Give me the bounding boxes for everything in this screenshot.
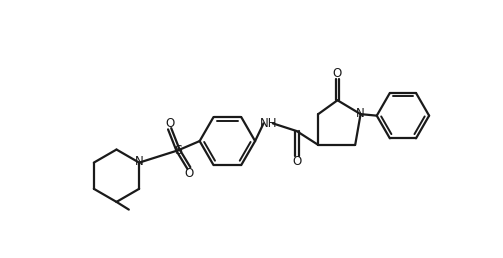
Text: O: O	[184, 167, 194, 180]
Text: S: S	[174, 144, 182, 157]
Text: O: O	[333, 67, 342, 80]
Text: N: N	[135, 155, 143, 168]
Text: O: O	[292, 155, 301, 168]
Text: O: O	[165, 117, 174, 130]
Text: NH: NH	[260, 117, 277, 130]
Text: N: N	[356, 107, 365, 120]
